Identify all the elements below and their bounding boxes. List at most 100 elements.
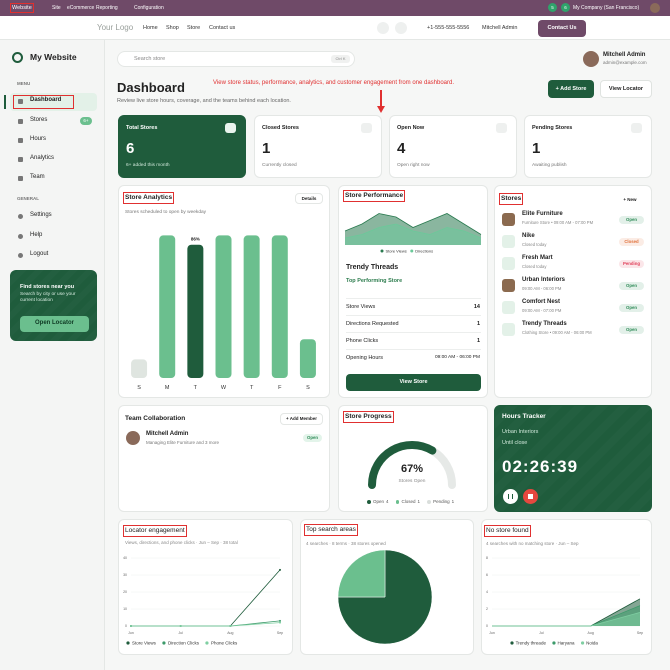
top-menu-item[interactable]: Configuration (134, 5, 164, 11)
top-menu-item[interactable]: eCommerce (67, 5, 95, 11)
stat-note: Awaiting publish (532, 163, 567, 169)
stores-card (494, 185, 652, 398)
search-box[interactable] (117, 51, 355, 67)
stat-note: 6+ added this month (126, 163, 170, 169)
logo: Your Logo (97, 23, 134, 33)
sidebar (0, 40, 105, 670)
view-store-button[interactable]: View Store (346, 374, 481, 391)
menu-item[interactable]: Help (30, 232, 43, 239)
arrow-line (380, 90, 382, 108)
nav-link[interactable]: Store (187, 24, 201, 31)
status-badge: Closed (619, 238, 644, 246)
pause-button[interactable] (503, 489, 518, 504)
metric-label: Store Views (346, 303, 376, 310)
menu-item[interactable]: Dashboard (30, 97, 62, 104)
annotation: View store status, performance, analytic… (213, 80, 455, 87)
metric-value: 1 (476, 337, 480, 344)
progress-caption: Stores Open (398, 479, 426, 485)
nostore-title: No store found (484, 525, 531, 537)
store-name[interactable]: Comfort Nest (522, 299, 561, 306)
status-badge: Open (619, 282, 644, 290)
stat-label: Open Now (397, 124, 425, 131)
menu-icon (18, 213, 23, 219)
search-subtitle: 4 searches · 8 terms · 38 stores opened (306, 541, 386, 547)
stat-value: 4 (397, 140, 406, 157)
page-title: Dashboard (117, 80, 185, 96)
store-thumb (502, 213, 515, 226)
store-name[interactable]: Elite Furniture (522, 211, 563, 218)
menu-item[interactable]: Analytics (30, 155, 55, 162)
metric-value: 09:00 AM - 06:00 PM (434, 355, 480, 361)
locator-title: Locator engagement (123, 525, 187, 537)
legend-value: 1 (451, 499, 455, 505)
store-info: Clothing Store • 09:00 AM - 06:00 PM (522, 330, 592, 336)
promo-button[interactable]: Open Locator (20, 316, 89, 332)
store-info: Closed today (522, 264, 547, 270)
menu-icon (18, 118, 23, 124)
pause-icon (508, 494, 513, 499)
top-menu-item[interactable]: Reporting (96, 5, 118, 11)
store-thumb (502, 279, 515, 292)
store-name[interactable]: Fresh Mart (522, 255, 553, 262)
legend-name: Closed (401, 499, 416, 505)
nav-link[interactable]: Shop (166, 24, 179, 31)
new-store-button[interactable]: + New (615, 194, 645, 205)
store-thumb (502, 301, 515, 314)
cart-icon[interactable] (377, 22, 389, 34)
shortcut: Ctrl K (335, 55, 346, 61)
search-icon[interactable] (395, 22, 407, 34)
stat-icon[interactable] (496, 123, 507, 133)
brand-icon (12, 52, 23, 63)
add-store-button[interactable]: + Add Store (548, 80, 594, 98)
store-name[interactable]: Trendy Threads (522, 321, 567, 328)
stores-title: Stores (498, 193, 524, 205)
app-name[interactable]: Website (10, 2, 34, 14)
stat-value: 1 (532, 140, 541, 157)
store-thumb (502, 323, 515, 336)
details-button[interactable]: Details (295, 193, 323, 204)
stop-icon (528, 494, 533, 499)
store-thumb (502, 257, 515, 270)
menu-item[interactable]: Logout (30, 251, 49, 258)
user-avatar (583, 51, 599, 67)
legend-name: Open (373, 499, 385, 505)
contact-button[interactable]: Contact Us (538, 20, 586, 37)
menu-item[interactable]: Hours (30, 136, 47, 143)
top-store: Trendy Threads (346, 263, 399, 271)
stat-label: Closed Stores (262, 124, 299, 131)
stores-badge (80, 117, 92, 125)
menu-item[interactable]: Team (30, 174, 45, 181)
status-badge: Open (619, 304, 644, 312)
hours-store: Urban Interiors (502, 428, 539, 435)
stat-icon[interactable] (225, 123, 236, 133)
add-member-button[interactable]: + Add Member (280, 413, 323, 425)
progress-value: 67% (400, 463, 424, 476)
legend-value: 1 (417, 499, 421, 505)
legend-dot (427, 500, 431, 504)
member-name: Mitchell Admin (146, 431, 189, 438)
company: My Company (San Francisco) (573, 5, 640, 11)
stat-label: Total Stores (126, 124, 158, 131)
menu-item[interactable]: Stores (30, 117, 48, 124)
hours-title: Hours Tracker (502, 413, 546, 421)
row-divider (346, 315, 481, 316)
nav-user[interactable]: Mitchell Admin (482, 24, 518, 31)
brand: My Website (30, 51, 77, 62)
metric-label: Directions Requested (346, 320, 399, 327)
store-name[interactable]: Urban Interiors (522, 277, 566, 284)
stat-icon[interactable] (361, 123, 372, 133)
nav-link[interactable]: Contact us (209, 24, 236, 31)
locator-button[interactable]: View Locator (600, 80, 652, 98)
store-name[interactable]: Nike (522, 233, 535, 240)
menu-item[interactable]: Settings (30, 212, 52, 219)
stat-card (254, 115, 382, 178)
analytics-title: Store Analytics (122, 192, 175, 204)
top-menu-item[interactable]: Site (52, 5, 61, 11)
metric-value: 1 (476, 320, 480, 327)
performance-card (338, 185, 488, 398)
stat-label: Pending Stores (532, 124, 573, 131)
stat-icon[interactable] (631, 123, 642, 133)
nostore-card (481, 519, 652, 655)
nav-link[interactable]: Home (143, 24, 158, 31)
